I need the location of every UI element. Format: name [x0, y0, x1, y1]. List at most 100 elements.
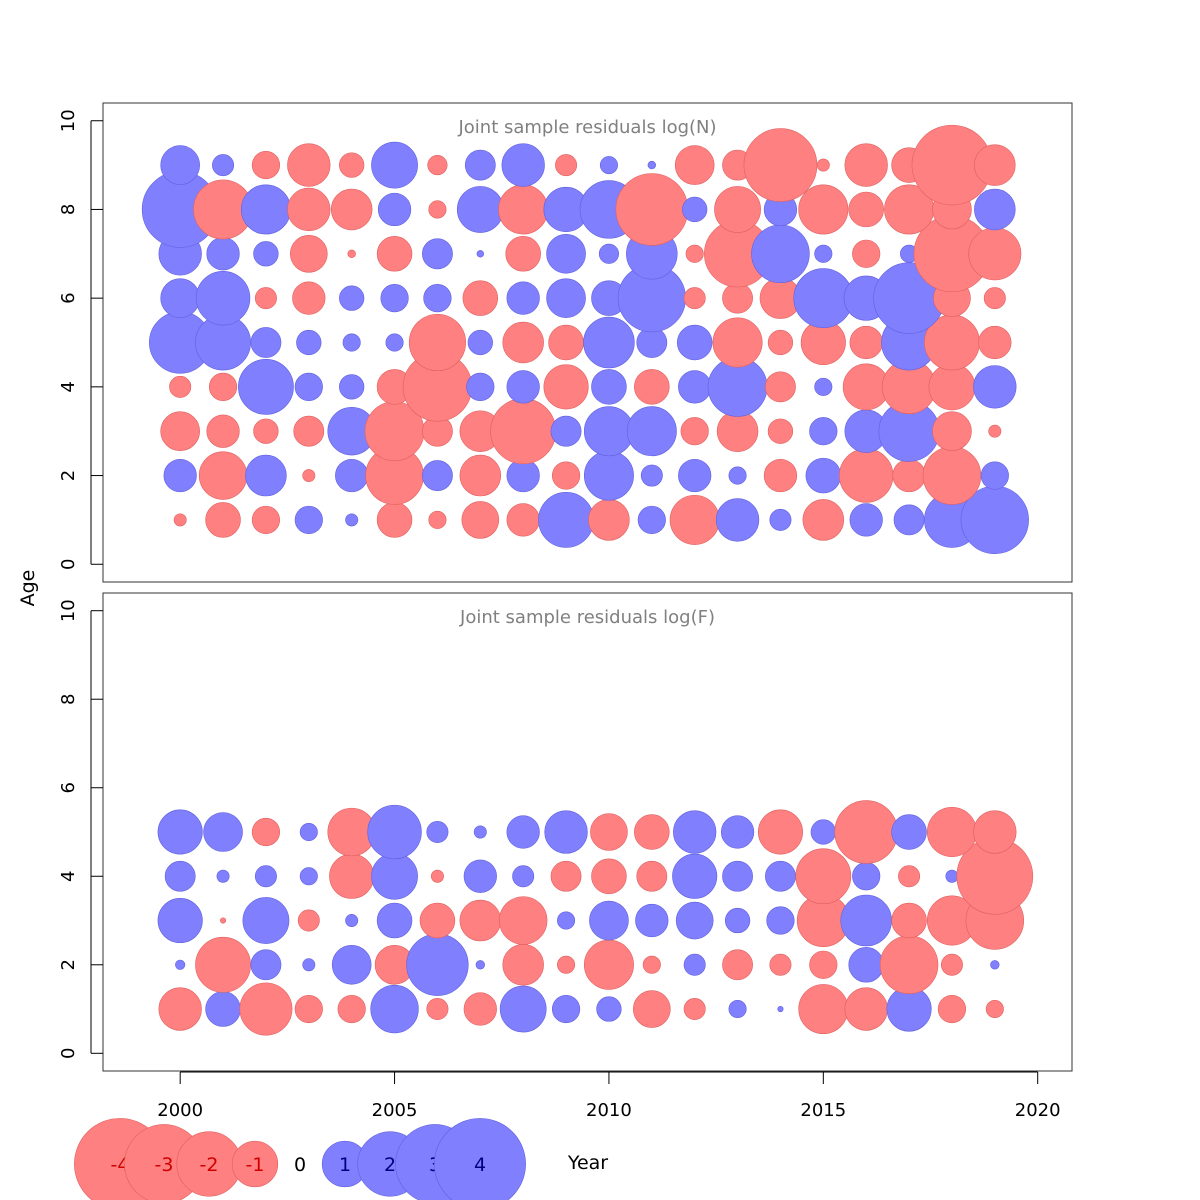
bubble — [219, 917, 227, 924]
bubble — [769, 508, 792, 531]
bubble — [891, 814, 927, 850]
bubble — [805, 457, 842, 494]
bubble — [598, 243, 619, 264]
y-tick-label: 0 — [58, 559, 79, 570]
bubble — [251, 151, 281, 180]
y-tick-label: 4 — [58, 381, 79, 392]
bubble — [728, 1000, 747, 1019]
bubble — [251, 505, 281, 534]
bubble — [339, 374, 365, 400]
bubble — [988, 424, 1002, 438]
bubble — [175, 959, 186, 970]
bubble — [848, 947, 884, 983]
bubble — [728, 466, 747, 485]
bubble — [422, 238, 453, 270]
bubble — [548, 324, 584, 361]
bubble — [242, 897, 290, 944]
bubble — [499, 896, 548, 945]
x-tick-label: 2020 — [1015, 1100, 1061, 1121]
bubble — [626, 406, 677, 457]
bubble — [408, 313, 466, 372]
bubble — [849, 325, 883, 360]
bubble — [195, 936, 251, 993]
bubble — [985, 1000, 1004, 1019]
bubble — [501, 143, 545, 187]
bubble — [777, 1005, 784, 1013]
bubble — [550, 415, 582, 447]
bubble — [302, 958, 316, 972]
bubble — [345, 914, 359, 927]
bubble — [287, 143, 331, 187]
bubble — [419, 902, 456, 939]
bubble — [849, 503, 883, 537]
bubble — [423, 284, 452, 313]
bubble — [459, 454, 502, 497]
bubble — [195, 270, 251, 326]
legend-bubble — [434, 1118, 526, 1200]
bubble — [983, 287, 1006, 310]
bubble — [456, 186, 504, 233]
bubble — [751, 224, 810, 284]
bubble — [380, 284, 409, 313]
bubble — [240, 184, 291, 235]
bubble — [490, 398, 557, 465]
bubble — [720, 815, 755, 849]
bubble — [544, 810, 588, 854]
bubble — [678, 370, 712, 404]
bubble — [765, 860, 796, 892]
bubble — [583, 450, 634, 501]
bubble — [296, 329, 322, 356]
bubble — [293, 415, 325, 447]
y-axis-label: Age — [17, 570, 39, 607]
bubble — [212, 154, 235, 177]
bubble — [974, 144, 1016, 186]
bubble — [712, 317, 763, 368]
bubble — [591, 858, 627, 895]
bubble — [330, 188, 373, 231]
y-tick-label: 6 — [58, 782, 79, 793]
bubble — [724, 907, 751, 934]
x-axis-label: Year — [567, 1152, 608, 1174]
bubble — [238, 358, 294, 415]
bubble — [551, 994, 581, 1024]
bubble — [376, 236, 413, 272]
bubble — [588, 499, 630, 541]
bubble — [767, 329, 794, 356]
bubble — [546, 278, 586, 318]
bubble — [795, 848, 852, 905]
bubble — [834, 800, 898, 864]
bubble — [591, 369, 627, 405]
bubble — [714, 186, 761, 233]
bubble — [302, 469, 316, 483]
bubble — [292, 281, 326, 315]
bubble — [206, 237, 240, 271]
bubble — [879, 935, 939, 995]
bubble — [682, 196, 708, 223]
bubble — [345, 513, 359, 527]
bubble — [809, 950, 838, 979]
bubble — [974, 188, 1016, 231]
y-tick-label: 10 — [58, 599, 79, 622]
bubble — [814, 244, 833, 263]
legend-label: -2 — [200, 1154, 219, 1176]
bubble — [757, 809, 803, 855]
bubble — [844, 987, 888, 1031]
legend-label: -1 — [246, 1154, 265, 1176]
bubble — [557, 955, 576, 974]
bubble — [464, 149, 496, 181]
bubble — [743, 128, 818, 202]
bubble — [683, 287, 706, 310]
bubble — [980, 461, 1009, 490]
bubble — [173, 513, 187, 527]
bubble — [926, 807, 977, 857]
bubble — [940, 953, 963, 976]
bubble — [506, 815, 540, 849]
bubble — [891, 902, 927, 939]
bubble — [467, 329, 493, 356]
bubble — [254, 865, 277, 888]
bubble — [615, 173, 689, 246]
bubble — [251, 817, 281, 847]
bubble — [583, 939, 634, 990]
bubble — [978, 325, 1012, 360]
bubble — [205, 991, 241, 1027]
